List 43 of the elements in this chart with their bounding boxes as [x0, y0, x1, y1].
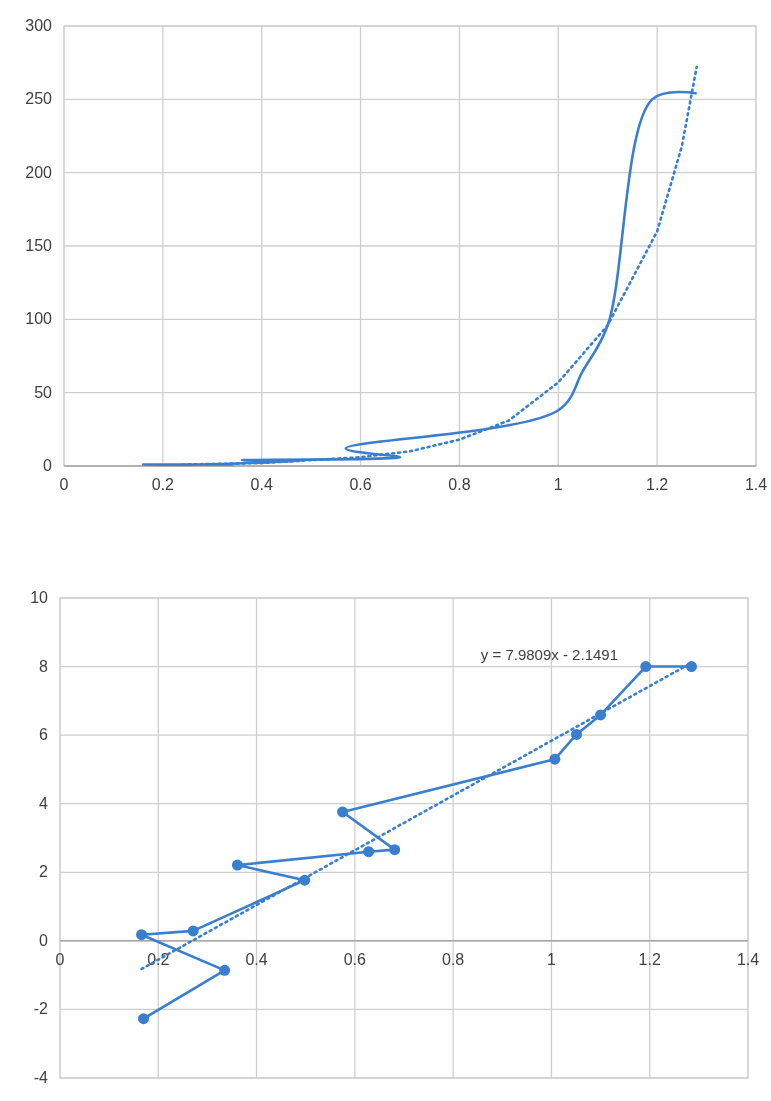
y-tick-label: 100	[25, 310, 53, 328]
x-tick-label: 0.6	[349, 476, 372, 493]
y-tick-label: 0	[39, 931, 49, 949]
x-tick-label: 1.2	[638, 950, 661, 968]
y-tick-label: -4	[33, 1069, 49, 1086]
point	[640, 661, 652, 673]
y-tick-label: 150	[25, 237, 53, 254]
point	[136, 929, 148, 941]
y-tick-label: 250	[25, 90, 53, 108]
x-tick-label: 0.4	[250, 476, 273, 493]
x-tick-label: 1.4	[744, 476, 768, 493]
x-tick-label: 0	[55, 950, 65, 968]
point	[231, 859, 243, 871]
point	[570, 728, 582, 740]
y-tick-label: 10	[30, 589, 49, 606]
y-tick-label: 50	[34, 383, 53, 401]
y-tick-label: 4	[39, 794, 49, 812]
y-tick-label: 2	[39, 863, 49, 881]
y-tick-label: 6	[39, 726, 49, 744]
y-tick-label: 8	[39, 657, 49, 675]
point	[187, 925, 199, 937]
point	[389, 844, 401, 856]
point	[549, 753, 561, 765]
point	[363, 846, 375, 858]
y-tick-label: 0	[43, 457, 53, 474]
point	[337, 806, 349, 818]
x-tick-label: 1.4	[736, 950, 760, 968]
point	[685, 661, 697, 673]
point	[138, 1013, 150, 1025]
x-tick-label: 1.2	[646, 476, 669, 493]
x-tick-label: 0.8	[448, 476, 471, 493]
y-tick-label: 200	[25, 163, 53, 181]
y-tick-label: 300	[25, 17, 53, 34]
x-tick-label: 1	[553, 476, 563, 493]
y-tick-label: -2	[33, 1000, 49, 1018]
x-tick-label: 0.8	[442, 950, 465, 968]
x-tick-label: 1	[546, 950, 556, 968]
x-tick-label: 0.2	[151, 476, 175, 493]
point	[219, 964, 231, 976]
x-tick-label: 0	[59, 476, 69, 493]
x-tick-label: 0.6	[343, 950, 367, 968]
annotation: y = 7.9809x - 2.1491	[480, 646, 618, 663]
x-tick-label: 0.4	[245, 950, 268, 968]
